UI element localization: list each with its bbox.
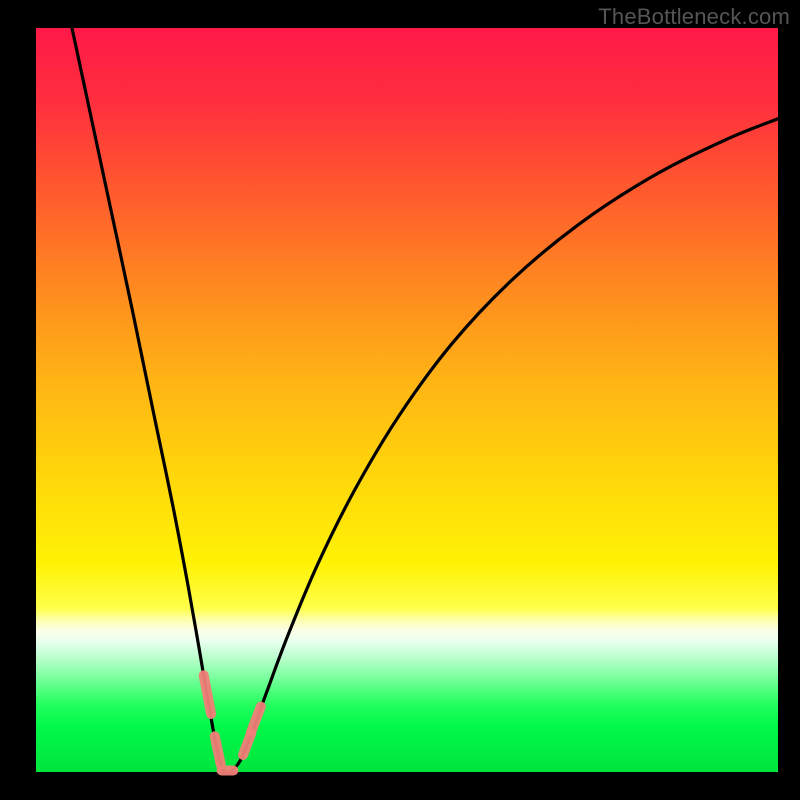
watermark-text: TheBottleneck.com (598, 4, 790, 30)
bottleneck-chart (0, 0, 800, 800)
highlight-segment (215, 736, 221, 764)
plot-background (36, 28, 778, 772)
chart-container: TheBottleneck.com (0, 0, 800, 800)
